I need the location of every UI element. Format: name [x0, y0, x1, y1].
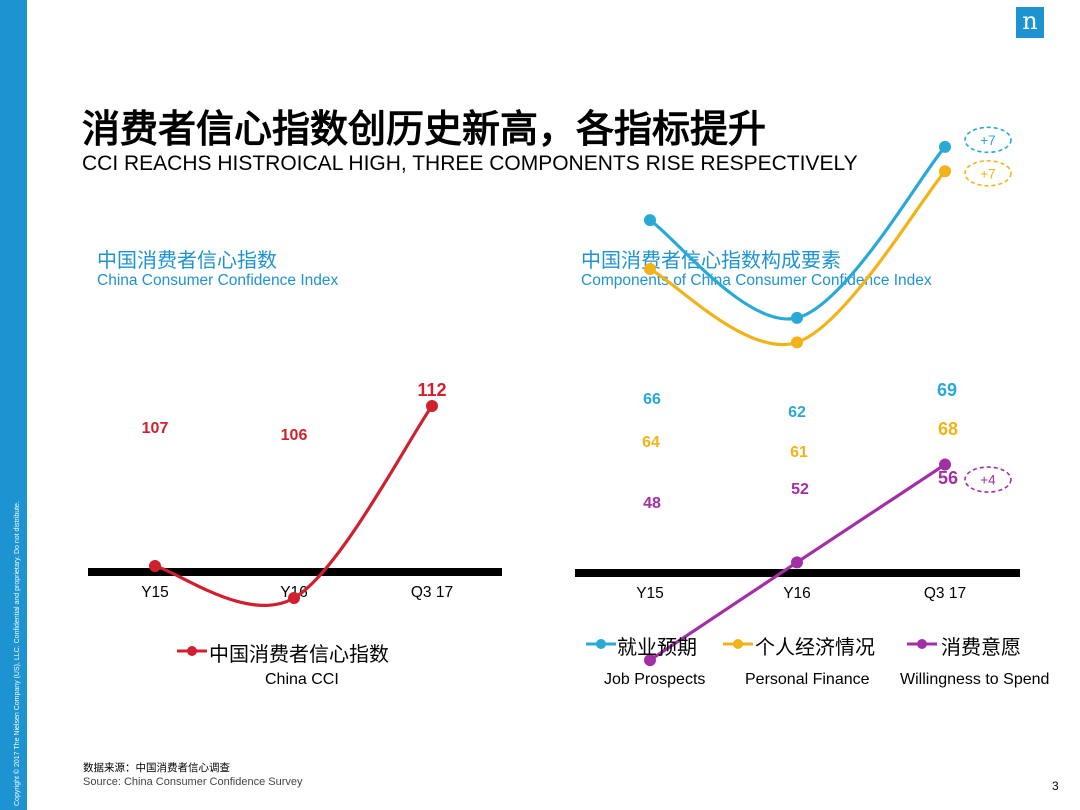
side-bar: Copyright © 2017 The Nielsen Company (US…: [0, 0, 27, 810]
components-data-point: [791, 311, 803, 324]
job-prospects-legend-zh: 就业预期: [617, 635, 697, 659]
components-data-label: 69: [937, 380, 957, 400]
right-panel-title-zh: 中国消费者信心指数构成要素: [581, 248, 841, 272]
components-data-point: [644, 263, 656, 276]
components-x-axis: [575, 569, 1020, 577]
components-x-tick-label: Q3 17: [924, 585, 966, 602]
source-note-zh: 数据来源：中国消费者信心调查: [83, 762, 230, 774]
components-change-label: +7: [980, 133, 995, 148]
components-data-label: 52: [791, 481, 809, 498]
willingness-legend-marker: [907, 639, 937, 649]
cci-legend-label-en: China CCI: [265, 671, 339, 688]
components-data-point: [644, 214, 656, 227]
cci-legend-label-zh: 中国消费者信心指数: [209, 642, 389, 666]
job-prospects-legend-marker: [586, 639, 616, 649]
components-change-label: +7: [980, 166, 995, 181]
components-data-label: 61: [790, 444, 808, 461]
components-data-point: [791, 336, 803, 349]
components-change-label: +4: [980, 473, 996, 488]
components-data-label: 64: [642, 434, 660, 451]
personal-finance-legend-marker: [723, 639, 753, 649]
components-data-point: [939, 140, 951, 153]
components-data-label: 48: [643, 495, 661, 512]
personal-finance-legend-zh: 个人经济情况: [755, 635, 875, 659]
willingness-legend-zh: 消费意愿: [941, 635, 1021, 659]
cci-data-point: [426, 400, 438, 412]
nielsen-logo: n: [1016, 7, 1044, 38]
job-prospects-legend-en: Job Prospects: [604, 671, 706, 688]
page-subtitle: CCI REACHS HISTROICAL HIGH, THREE COMPON…: [82, 152, 858, 175]
components-data-point: [791, 556, 803, 569]
components-data-label: 56: [938, 468, 958, 488]
components-data-point: [939, 165, 951, 178]
cci-legend-marker: [177, 646, 207, 656]
cci-data-point: [149, 560, 161, 572]
components-x-tick-label: Y15: [636, 585, 664, 602]
left-panel-title-en: China Consumer Confidence Index: [97, 272, 339, 289]
components-change-badge: [964, 126, 1012, 154]
components-data-label: 62: [788, 404, 806, 421]
components-data-label: 66: [643, 391, 661, 408]
cci-data-point: [288, 592, 300, 604]
components-data-label: 68: [938, 419, 958, 439]
page-title: 消费者信心指数创历史新高，各指标提升: [82, 107, 767, 151]
cci-data-label: 106: [281, 427, 308, 444]
willingness-legend-en: Willingness to Spend: [900, 671, 1050, 688]
components-change-badge: [964, 466, 1012, 493]
cci-x-tick-label: Y15: [141, 584, 169, 601]
components-change-badge: [964, 159, 1012, 187]
components-x-tick-label: Y16: [783, 585, 811, 602]
cci-x-tick-label: Q3 17: [411, 584, 453, 601]
components-data-point: [939, 458, 951, 471]
cci-data-label: 112: [417, 380, 446, 400]
cci-x-axis: [88, 568, 502, 576]
components-data-point: [644, 654, 656, 667]
page-number: 3: [1052, 779, 1059, 793]
cci-data-label: 107: [142, 420, 169, 437]
left-panel-title-zh: 中国消费者信心指数: [97, 248, 277, 272]
personal-finance-legend-en: Personal Finance: [745, 671, 870, 688]
source-note-en: Source: China Consumer Confidence Survey: [83, 776, 303, 788]
